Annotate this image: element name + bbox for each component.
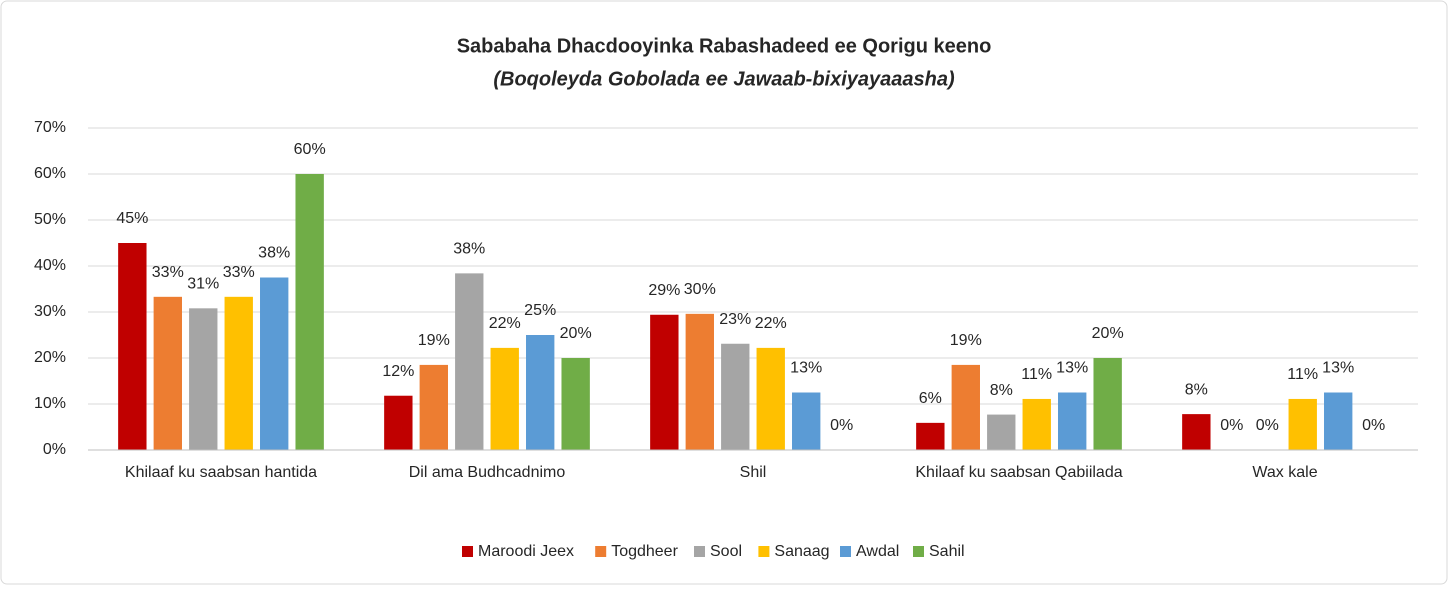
bar	[419, 364, 448, 450]
value-label: 33%	[152, 264, 184, 281]
legend-label: Maroodi Jeex	[478, 543, 574, 560]
value-label: 12%	[382, 363, 414, 380]
x-tick-label: Dil ama Budhcadnimo	[408, 464, 566, 481]
chart-subtitle: (Boqoleyda Gobolada ee Jawaab-bixiyayaaa…	[493, 68, 955, 90]
value-label: 60%	[294, 141, 326, 158]
bar	[916, 422, 945, 450]
y-tick-label: 60%	[34, 165, 66, 182]
value-label: 33%	[223, 264, 255, 281]
value-label: 0%	[1256, 417, 1279, 434]
value-label: 31%	[187, 276, 219, 293]
legend-label: Sahil	[929, 543, 965, 560]
value-label: 23%	[719, 311, 751, 328]
x-tick-label-box: Dil ama Budhcadnimo	[408, 464, 566, 481]
bar	[987, 414, 1016, 450]
value-label: 19%	[950, 332, 982, 349]
value-label: 20%	[1092, 325, 1124, 342]
value-label: 0%	[1362, 417, 1385, 434]
value-label: 11%	[1021, 366, 1052, 383]
legend-swatch	[595, 546, 607, 557]
bar	[189, 308, 218, 450]
value-label: 13%	[1322, 360, 1354, 377]
x-tick-label: Shil	[739, 464, 767, 481]
bar	[295, 174, 324, 450]
value-label: 0%	[1220, 417, 1243, 434]
legend-label: Sanaag	[774, 543, 829, 560]
y-tick-label: 30%	[34, 303, 66, 320]
value-label: 38%	[258, 245, 290, 262]
value-label: 22%	[489, 315, 521, 332]
bar	[1324, 392, 1353, 450]
value-label: 11%	[1287, 366, 1318, 383]
legend-swatch	[758, 546, 770, 557]
bar	[384, 395, 413, 450]
value-label: 19%	[418, 332, 450, 349]
bar	[1182, 414, 1211, 450]
bar	[721, 343, 750, 450]
y-tick-label: 10%	[34, 395, 66, 412]
bar	[153, 296, 182, 450]
x-tick-label-box: Khilaaf ku saabsan Qabiilada	[915, 464, 1123, 481]
bar	[490, 347, 519, 450]
bar	[224, 296, 253, 450]
legend-label: Awdal	[856, 543, 899, 560]
x-tick-label-box: Shil	[739, 464, 767, 481]
value-label: 8%	[1185, 381, 1208, 398]
y-tick-label: 0%	[43, 441, 66, 458]
x-tick-label: Khilaaf ku saabsan hantida	[124, 464, 318, 481]
value-label: 25%	[524, 302, 556, 319]
x-tick-label-box: Khilaaf ku saabsan hantida	[124, 464, 318, 481]
value-label: 6%	[919, 390, 942, 407]
legend-label: Togdheer	[611, 543, 678, 560]
bar	[118, 243, 147, 450]
bar	[260, 277, 289, 450]
value-label: 22%	[755, 315, 787, 332]
chart-title: Sababaha Dhacdooyinka Rabashadeed ee Qor…	[457, 35, 992, 57]
value-label: 0%	[830, 417, 853, 434]
bar	[1022, 398, 1051, 450]
value-label: 38%	[453, 241, 485, 258]
x-tick-label: Khilaaf ku saabsan Qabiilada	[915, 464, 1123, 481]
y-tick-label: 50%	[34, 211, 66, 228]
bar	[1288, 398, 1317, 450]
bar	[526, 335, 555, 450]
value-label: 45%	[116, 210, 148, 227]
bar	[455, 273, 484, 450]
value-label: 30%	[684, 281, 716, 298]
x-tick-label: Wax kale	[1252, 464, 1318, 481]
bar	[650, 314, 679, 450]
legend-swatch	[913, 546, 924, 557]
bar	[951, 364, 980, 450]
bar	[561, 358, 590, 450]
y-tick-label: 70%	[34, 119, 66, 136]
legend-swatch	[694, 546, 705, 557]
legend-label: Sool	[710, 543, 742, 560]
y-tick-label: 40%	[34, 257, 66, 274]
legend-swatch	[462, 546, 473, 557]
value-label: 20%	[560, 325, 592, 342]
bar	[1058, 392, 1087, 450]
legend-swatch	[840, 546, 851, 557]
value-label: 29%	[648, 282, 680, 299]
value-label: 8%	[990, 382, 1013, 399]
bar	[1093, 358, 1122, 450]
x-tick-label-box: Wax kale	[1252, 464, 1318, 481]
bar	[685, 313, 714, 450]
bar	[792, 392, 821, 450]
y-tick-label: 20%	[34, 349, 66, 366]
value-label: 13%	[1056, 360, 1088, 377]
value-label: 13%	[790, 360, 822, 377]
bar	[756, 347, 785, 450]
